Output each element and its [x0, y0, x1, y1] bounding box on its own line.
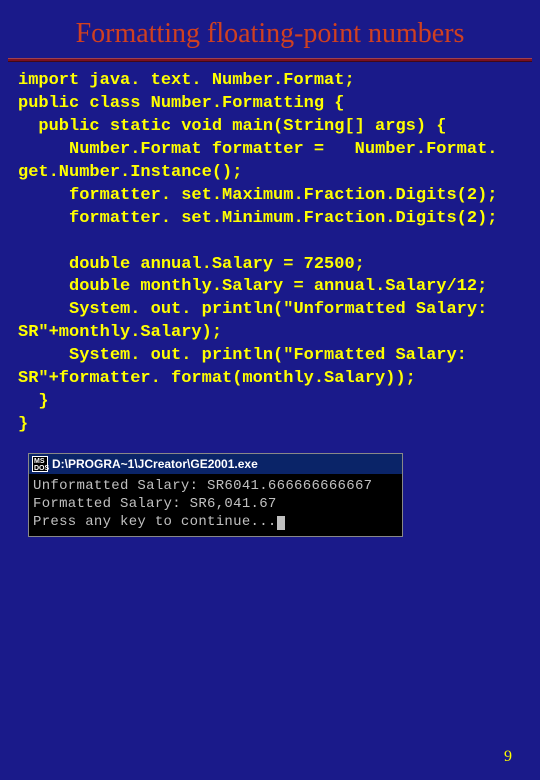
- code-block: import java. text. Number.Format; public…: [8, 70, 532, 437]
- console-line: Unformatted Salary: SR6041.666666666667: [33, 477, 398, 495]
- console-titlebar: MS DOS D:\PROGRA~1\JCreator\GE2001.exe: [29, 454, 402, 474]
- slide-container: Formatting floating-point numbers import…: [0, 0, 540, 780]
- page-number: 9: [504, 748, 512, 766]
- console-window: MS DOS D:\PROGRA~1\JCreator\GE2001.exe U…: [28, 453, 403, 537]
- console-title: D:\PROGRA~1\JCreator\GE2001.exe: [52, 457, 258, 471]
- console-line-text: Press any key to continue...: [33, 514, 277, 530]
- cursor-icon: [277, 516, 285, 530]
- console-line: Formatted Salary: SR6,041.67: [33, 495, 398, 513]
- msdos-icon: MS DOS: [32, 456, 48, 472]
- title-divider: [8, 58, 532, 62]
- slide-title: Formatting floating-point numbers: [8, 18, 532, 50]
- console-body: Unformatted Salary: SR6041.666666666667 …: [29, 474, 402, 536]
- console-line: Press any key to continue...: [33, 513, 398, 531]
